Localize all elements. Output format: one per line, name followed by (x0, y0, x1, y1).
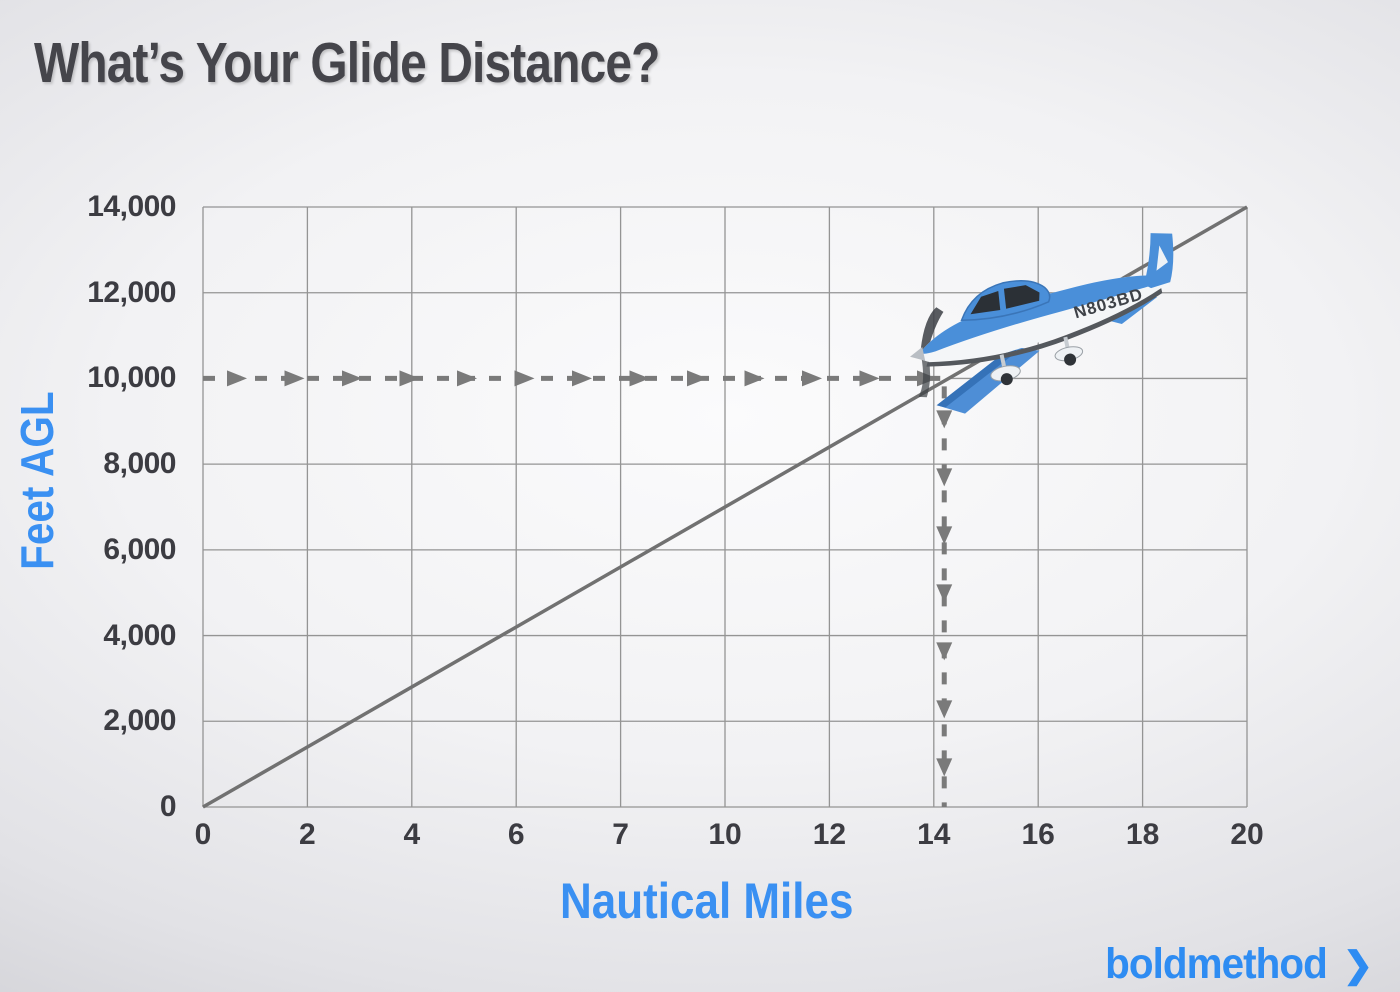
arrow-down-icon (936, 410, 953, 429)
x-axis-title-text: Nautical Miles (560, 873, 854, 929)
x-tick-label: 7 (612, 818, 629, 851)
arrow-right-icon (514, 370, 535, 387)
x-tick-label: 12 (812, 818, 847, 851)
x-tick-label: 0 (194, 818, 212, 851)
y-tick-label: 14,000 (87, 190, 176, 223)
x-axis-title: Nautical Miles (407, 872, 1007, 930)
y-tick-label: 12,000 (87, 275, 176, 309)
x-tick-label: 2 (299, 818, 316, 851)
tail-chevron (1156, 245, 1168, 271)
wing (936, 346, 1040, 414)
y-tick-label: 10,000 (87, 361, 176, 395)
x-tick-label: 20 (1230, 818, 1264, 851)
chevron-right-icon: ❯ (1342, 943, 1373, 985)
arrow-right-icon (399, 370, 420, 387)
y-tick-label: 2,000 (103, 704, 176, 738)
x-tick-label: 4 (403, 818, 421, 851)
logo-text: boldmethod (1104, 940, 1328, 988)
arrow-right-icon (284, 370, 305, 387)
page-title: What’s Your Glide Distance? (34, 31, 660, 95)
arrow-right-icon (629, 370, 650, 387)
y-tick-label: 4,000 (103, 618, 176, 652)
arrow-down-icon (936, 758, 953, 777)
arrow-down-icon (936, 584, 953, 603)
y-tick-label: 0 (159, 790, 177, 823)
arrow-down-icon (936, 700, 953, 719)
arrow-right-icon (744, 370, 765, 387)
arrow-right-icon (859, 370, 880, 387)
arrow-right-icon (227, 370, 247, 387)
x-tick-label: 10 (708, 818, 742, 851)
arrow-right-icon (342, 370, 362, 387)
wheel (1000, 373, 1013, 386)
airplane-graphic: N803BD (910, 233, 1174, 414)
arrow-right-icon (457, 370, 477, 387)
arrow-down-icon (936, 642, 953, 661)
cockpit-window (970, 291, 1001, 315)
x-tick-label: 14 (917, 818, 951, 851)
x-tick-label: 18 (1125, 818, 1160, 851)
y-tick-label: 8,000 (103, 447, 176, 481)
boldmethod-logo: boldmethod ❯ (1098, 940, 1373, 989)
propeller-icon (920, 307, 944, 350)
arrow-right-icon (572, 370, 592, 387)
arrow-right-icon (802, 370, 822, 387)
y-axis-title: Feet AGL (10, 331, 63, 631)
arrow-right-icon (687, 370, 707, 387)
x-tick-label: 16 (1021, 818, 1055, 851)
arrow-down-icon (936, 526, 953, 545)
glide-chart-plot (202, 205, 1248, 809)
spinner-icon (910, 347, 926, 361)
y-axis-title-text: Feet AGL (11, 391, 63, 571)
x-tick-label: 6 (507, 818, 525, 851)
y-tick-label: 6,000 (103, 532, 176, 566)
arrow-down-icon (936, 468, 953, 487)
